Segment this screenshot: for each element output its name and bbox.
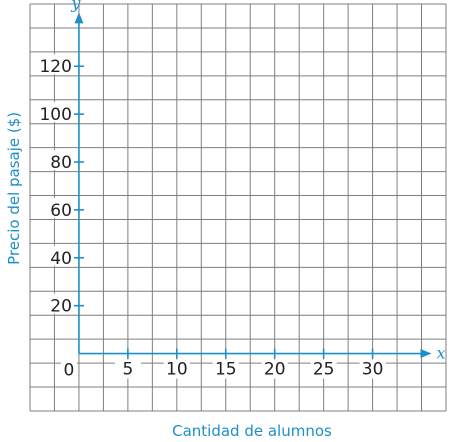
grid xyxy=(29,3,447,412)
x-tick-label-background xyxy=(359,359,386,379)
y-tick-label: 60 xyxy=(50,201,72,221)
origin-label: 0 xyxy=(64,361,75,381)
x-axis-arrow-icon xyxy=(420,349,432,359)
x-tick-label-background xyxy=(163,359,190,379)
y-tick-label-background xyxy=(38,102,73,123)
ticks xyxy=(73,65,374,359)
y-tick-label: 120 xyxy=(39,57,71,77)
x-tick-label: 25 xyxy=(313,360,335,380)
x-axis-title: Cantidad de alumnos xyxy=(172,422,332,440)
x-tick-label: 20 xyxy=(264,360,286,380)
x-tick-label-background xyxy=(261,359,288,379)
x-tick-label: 15 xyxy=(215,360,237,380)
x-tick-label: 30 xyxy=(362,360,384,380)
y-tick-label-background xyxy=(38,54,73,75)
y-tick-label: 100 xyxy=(39,105,71,125)
axes xyxy=(74,12,432,359)
x-tick-label-background xyxy=(310,359,337,379)
y-axis-arrow-icon xyxy=(74,12,84,24)
x-tick-label-background xyxy=(212,359,239,379)
tick-labels: 0 5 10 15 20 25 30 20 40 60 80 100 120 xyxy=(38,54,386,381)
y-axis-letter: y xyxy=(70,0,81,12)
x-tick-label: 5 xyxy=(122,360,133,380)
y-tick-label-background xyxy=(38,293,73,314)
x-tick-label-background xyxy=(114,359,141,379)
y-tick-label-background xyxy=(38,245,73,266)
y-axis-title: Precio del pasaje ($) xyxy=(5,112,23,265)
origin-label-background xyxy=(60,359,77,379)
y-tick-label-background xyxy=(38,150,73,171)
y-tick-label: 80 xyxy=(50,153,72,173)
y-tick-label: 20 xyxy=(50,297,72,317)
x-tick-label: 10 xyxy=(166,360,188,380)
x-axis-letter: x xyxy=(437,344,446,363)
y-tick-label-background xyxy=(38,197,73,218)
y-tick-label: 40 xyxy=(50,249,72,269)
